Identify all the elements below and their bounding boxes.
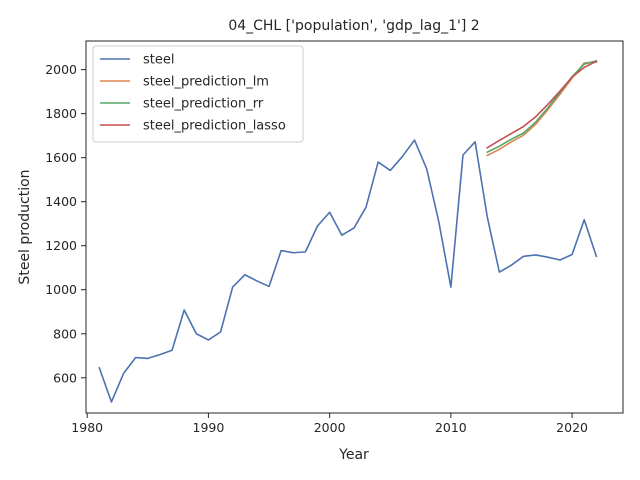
- legend-label-steel-prediction-lm: steel_prediction_lm: [143, 75, 269, 90]
- chart-title: 04_CHL ['population', 'gdp_lag_1'] 2: [228, 18, 479, 34]
- legend-label-steel-prediction-lasso: steel_prediction_lasso: [143, 119, 286, 134]
- y-tick-label: 1200: [45, 238, 77, 253]
- x-tick-label: 1980: [71, 420, 103, 435]
- plot-area: 1980 1990 2000 2010 2020 600 800 1000 1200 1400 16…: [45, 40, 624, 435]
- y-tick-label: 600: [53, 370, 77, 385]
- legend-label-steel: steel: [143, 53, 174, 68]
- axes-layer: 1980 1990 2000 2010 2020 600 800 1000 1200 1400 16…: [45, 40, 624, 435]
- series-line-steel-prediction-lasso: [486, 60, 598, 149]
- y-tick-label: 1000: [45, 282, 77, 297]
- x-tick-label: 2020: [556, 420, 588, 435]
- series-line-steel: [98, 139, 598, 403]
- legend-label-steel-prediction-rr: steel_prediction_rr: [143, 97, 264, 112]
- y-tick-label: 1800: [45, 106, 77, 121]
- x-tick-label: 1990: [193, 420, 225, 435]
- y-tick-label: 800: [53, 326, 77, 341]
- legend-box: [92, 45, 304, 143]
- series-line-steel-prediction-rr: [486, 59, 598, 154]
- legend: steel steel_prediction_lm steel_prediction…: [92, 45, 304, 143]
- y-tick-label: 1400: [45, 194, 77, 209]
- axes-frame: [85, 40, 624, 414]
- x-tick-label: 2000: [314, 420, 346, 435]
- y-tick-label: 1600: [45, 150, 77, 165]
- y-tick-label: 2000: [45, 62, 77, 77]
- series-layer: [98, 59, 598, 403]
- x-tick-label: 2010: [435, 420, 467, 435]
- x-axis-title: Year: [338, 447, 369, 463]
- y-axis-title: Steel production: [17, 169, 33, 284]
